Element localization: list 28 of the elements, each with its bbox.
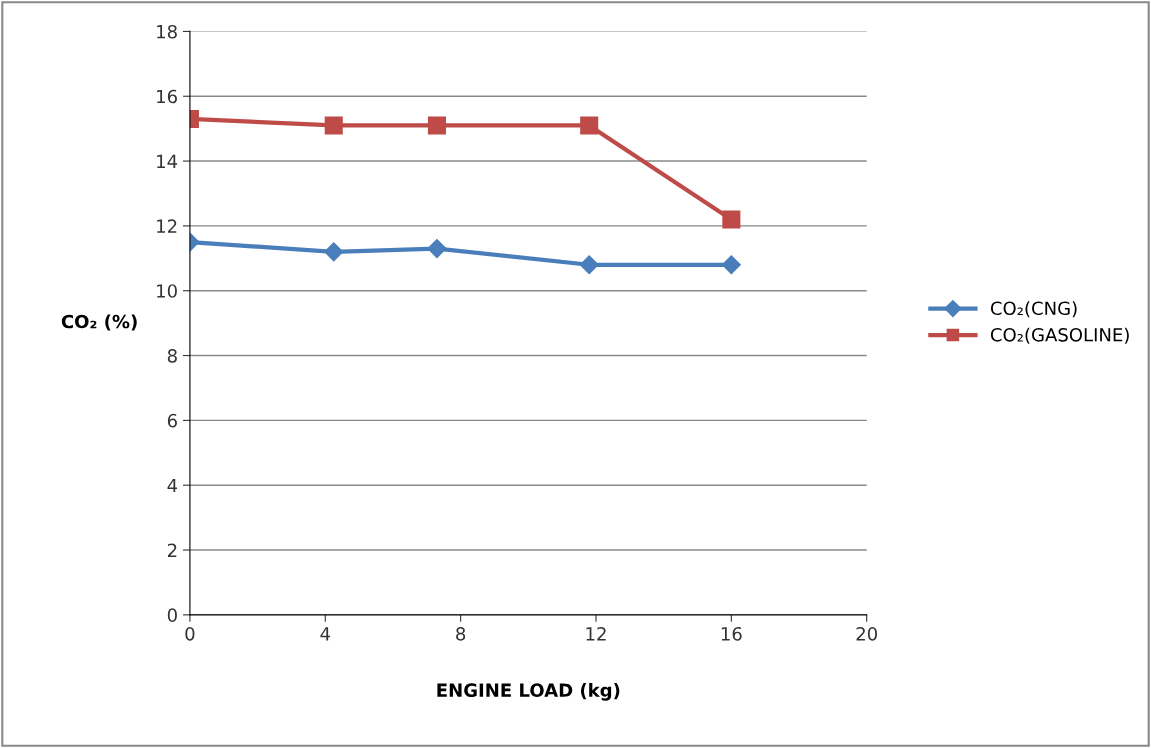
legend-label: CO₂(CNG): [990, 301, 1077, 318]
y-tick-label: 10: [157, 284, 177, 298]
y-tick-label: 2: [167, 543, 177, 557]
y-tick-label: 8: [167, 349, 177, 363]
x-axis-title: ENGINE LOAD (kg): [437, 683, 620, 701]
point: [722, 210, 741, 229]
x-tick-label: 16: [721, 626, 742, 641]
y-axis-title: CO₂ (%): [61, 314, 137, 331]
y-tick-label: 6: [167, 413, 177, 428]
x-tick-label: 8: [456, 626, 466, 641]
point: [427, 239, 447, 259]
y-tick-label: 0: [167, 608, 177, 622]
point: [427, 116, 446, 135]
x-tick-label: 12: [586, 626, 606, 641]
point: [324, 116, 343, 135]
y-tick-label: 14: [157, 154, 178, 168]
x-tick-label: 0: [185, 626, 195, 641]
y-tick-label: 12: [157, 219, 177, 233]
y-tick-label: 18: [157, 24, 177, 39]
y-tick-label: 4: [167, 478, 178, 493]
x-tick-label: 4: [320, 627, 330, 641]
legend-label: CO₂(GASOLINE): [990, 327, 1129, 344]
point: [721, 255, 741, 275]
y-tick-label: 16: [157, 89, 177, 104]
point: [580, 116, 599, 135]
point: [579, 255, 599, 275]
x-tick-label: 20: [856, 626, 877, 641]
point: [324, 242, 344, 262]
